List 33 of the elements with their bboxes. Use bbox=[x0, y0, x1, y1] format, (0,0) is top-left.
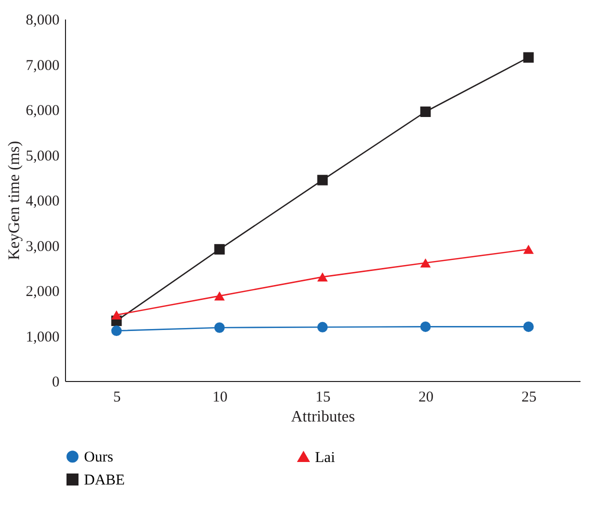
y-tick-label: 2,000 bbox=[26, 284, 60, 300]
point bbox=[420, 321, 431, 332]
point bbox=[214, 291, 225, 300]
point bbox=[317, 174, 328, 186]
point bbox=[420, 258, 431, 268]
point bbox=[111, 326, 122, 336]
legend-label: Lai bbox=[315, 450, 335, 466]
x-tick-label: 20 bbox=[418, 390, 434, 406]
y-tick-label: 5,000 bbox=[26, 148, 60, 164]
y-tick-label: 4,000 bbox=[26, 194, 60, 210]
x-axis-title: Attributes bbox=[291, 408, 355, 426]
legend-label: DABE bbox=[84, 472, 125, 488]
x-tick-label: 15 bbox=[316, 390, 330, 406]
x-tick-label: 25 bbox=[522, 390, 536, 406]
point bbox=[420, 106, 431, 118]
x-tick-label: 10 bbox=[212, 390, 228, 406]
point bbox=[317, 272, 328, 282]
y-tick-label: 0 bbox=[52, 374, 60, 390]
point bbox=[214, 322, 225, 333]
point bbox=[523, 244, 534, 254]
point bbox=[317, 322, 328, 332]
point bbox=[523, 321, 534, 332]
y-tick-label: 8,000 bbox=[26, 12, 60, 28]
x-tick-label: 5 bbox=[113, 390, 121, 406]
y-tick-label: 1,000 bbox=[26, 329, 60, 346]
y-tick-label: 6,000 bbox=[26, 103, 60, 119]
point bbox=[523, 52, 534, 63]
y-axis-title: KeyGen time (ms) bbox=[6, 140, 23, 260]
point bbox=[214, 244, 225, 255]
legend-label: Ours bbox=[84, 450, 114, 466]
y-tick-label: 3,000 bbox=[26, 238, 60, 255]
y-tick-label: 7,000 bbox=[26, 58, 60, 74]
point bbox=[111, 310, 122, 320]
